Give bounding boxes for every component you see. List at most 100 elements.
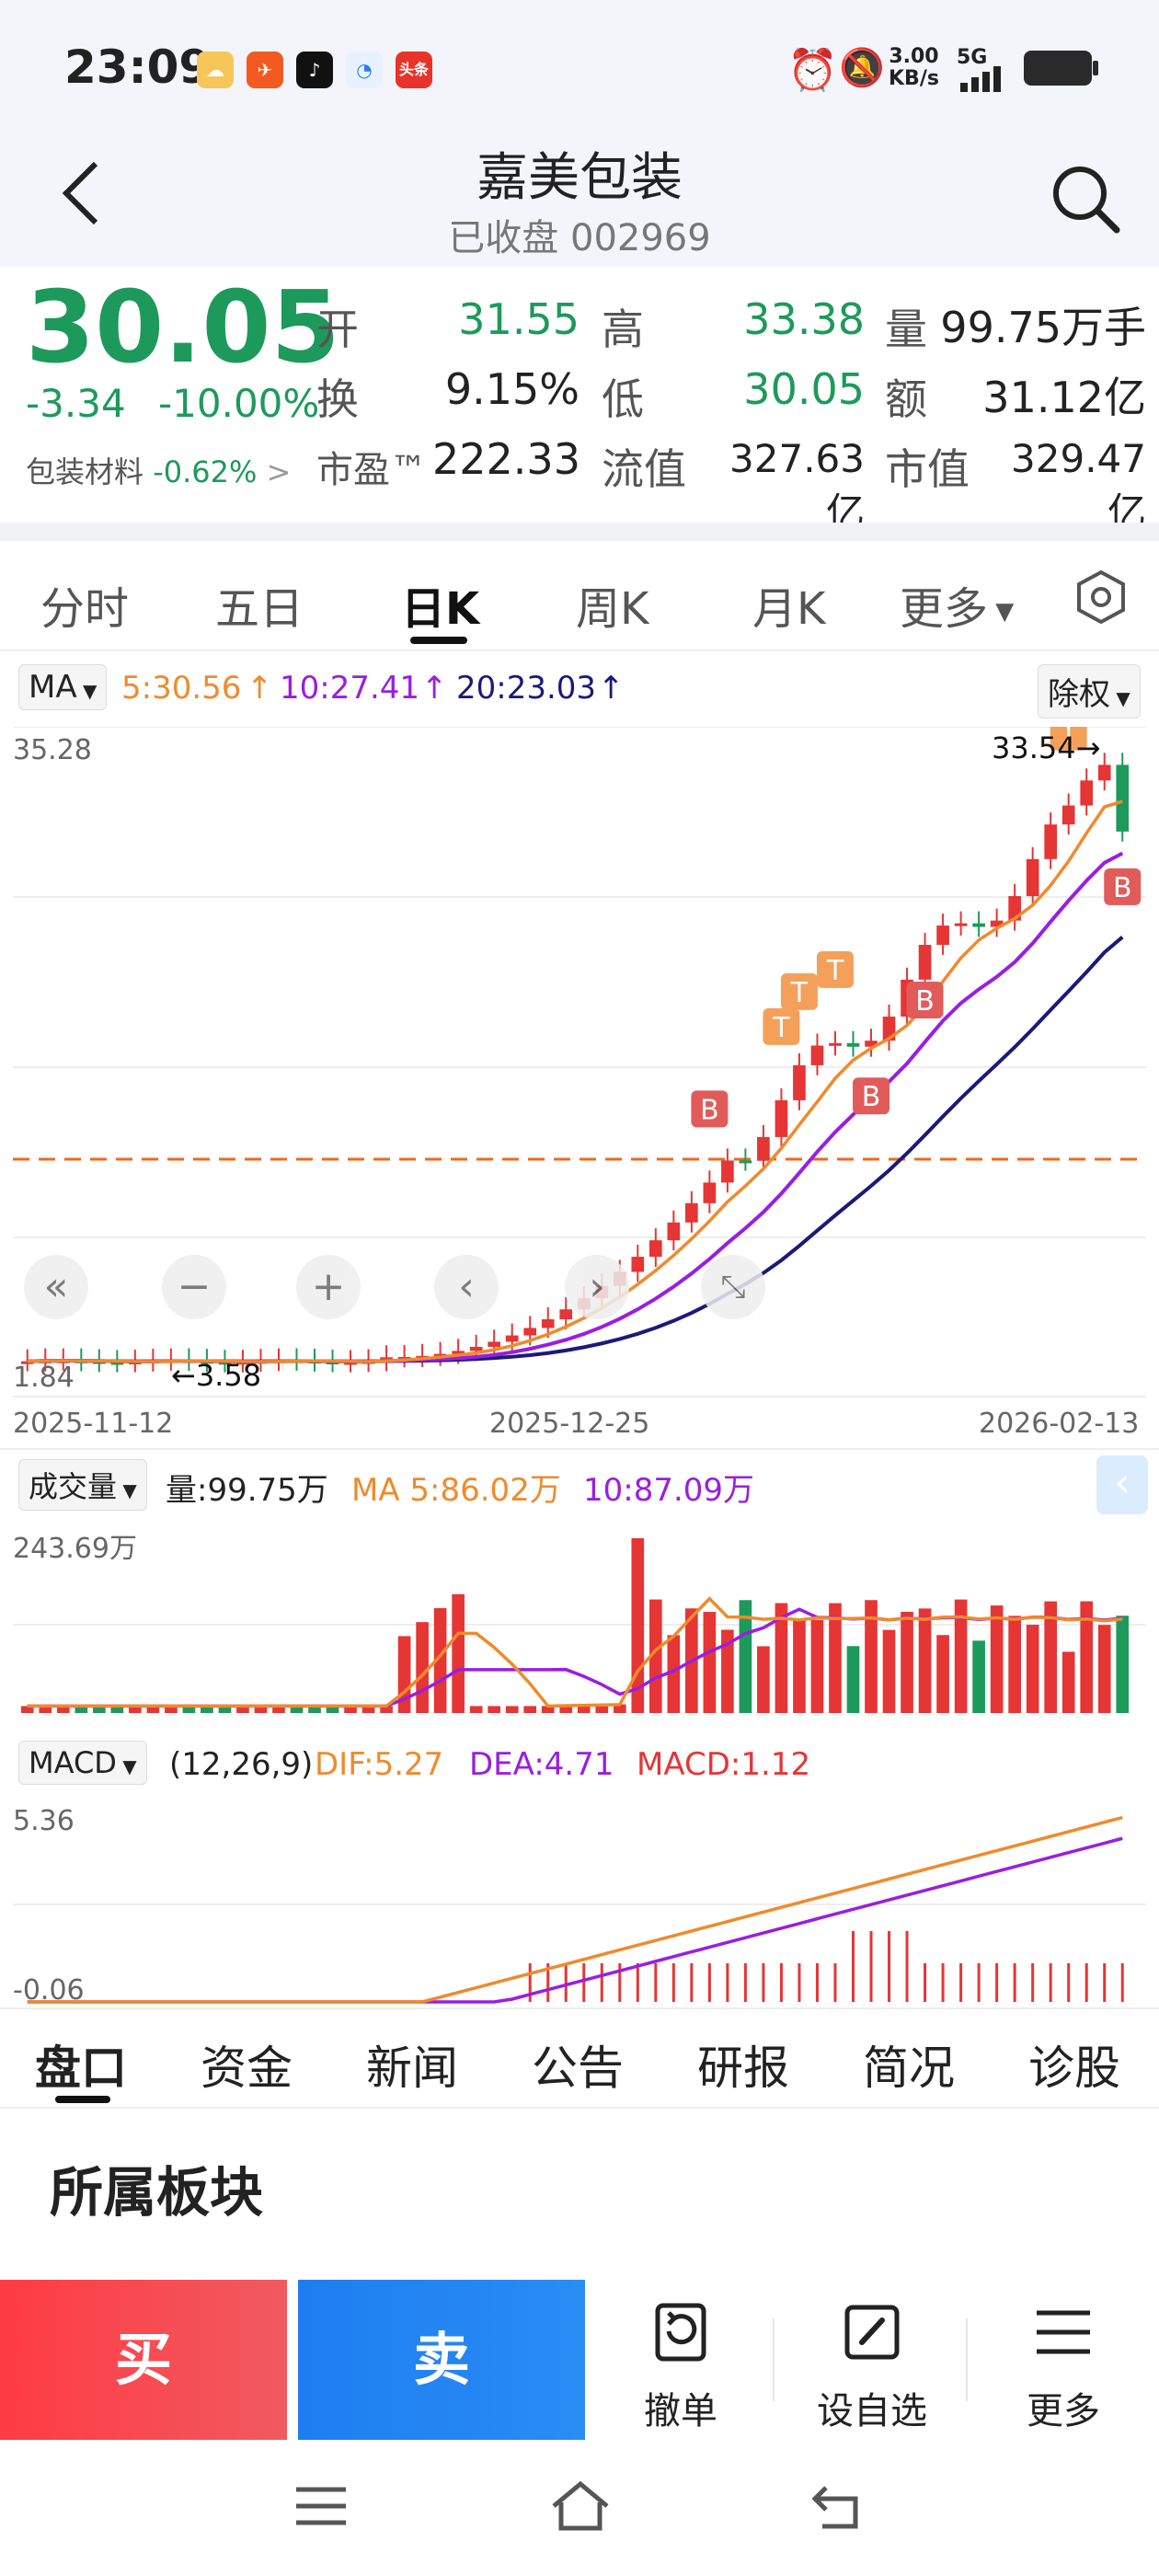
scroll-right-icon[interactable]: › [565,1255,629,1319]
macd-dif: DIF:5.27 [315,1746,444,1783]
volume-bar [721,1629,734,1713]
float-cap-label: 流值 [602,444,686,494]
volume-bar [846,1646,860,1713]
sector-link[interactable]: 包装材料 -0.62% > [26,449,291,491]
system-nav-bar [0,2447,1159,2576]
tab-weekly-k[interactable]: 周K [576,583,649,635]
candle [685,1202,698,1223]
volume-bar [577,1704,591,1713]
ma5-legend: 5:30.56 [121,670,242,707]
volume-bar [918,1608,932,1713]
candle [936,926,949,946]
macd-selector-label: MACD [29,1745,117,1780]
volume-bar [236,1706,249,1713]
volume-bar [775,1603,788,1713]
caret-down-icon: ▼ [76,680,98,702]
collapse-left-icon[interactable]: ‹ [1096,1455,1148,1514]
svg-text:T: T [790,977,809,1009]
candle [739,1160,752,1164]
market-cap-label: 市值 [885,444,970,494]
volume-bar [829,1603,842,1713]
tab-more[interactable]: 更多 ▼ [900,572,1014,637]
volume-ma5: MA 5:86.02万 [351,1472,561,1509]
macd-selector[interactable]: MACD ▼ [18,1741,147,1785]
volume-bar [1097,1625,1111,1713]
candle [218,1362,232,1365]
search-icon[interactable] [1049,162,1122,236]
candle [1080,780,1094,806]
tab-profile[interactable]: 简况 [863,2041,955,2095]
tab-news[interactable]: 新闻 [366,2041,458,2095]
candle [488,1341,501,1347]
volume-bar [541,1706,555,1713]
back-icon[interactable] [59,160,105,226]
volume-ma10: 10:87.09万 [583,1472,755,1509]
trade-signals: BTTTBBTTB [691,727,1142,1128]
menu-nav-icon[interactable] [293,2484,350,2530]
more-button[interactable]: 更多 [981,2300,1146,2434]
tab-research[interactable]: 研报 [697,2041,789,2095]
network-type: 5G [957,46,988,69]
tab-announcements[interactable]: 公告 [532,2041,624,2095]
sector-name: 包装材料 [26,454,144,489]
volume-bar [667,1635,681,1713]
kline-chart[interactable]: BTTTBBTTB [0,727,1159,1408]
volume-bar [129,1706,142,1713]
zoom-in-icon[interactable]: + [296,1255,361,1319]
chevron-right-icon: > [266,454,292,489]
tab-diagnosis[interactable]: 诊股 [1028,2041,1120,2095]
pe-value: 222.33 [432,434,580,484]
amount-label: 额 [885,374,927,424]
sell-button[interactable]: 卖 [298,2280,585,2440]
add-watchlist-button[interactable]: 设自选 [789,2300,955,2434]
more-label: 更多 [1027,2390,1100,2432]
macd-params: (12,26,9) [169,1746,314,1783]
volume-bar [75,1706,88,1713]
open-label: 开 [316,305,359,354]
back-nav-icon[interactable] [809,2480,868,2532]
turnover-value: 9.15% [444,364,580,414]
tab-monthly-k[interactable]: 月K [752,583,826,635]
settings-hexagon-icon[interactable] [1073,569,1130,626]
caret-down-icon: ▼ [117,1479,137,1501]
tab-orderbook[interactable]: 盘口 [35,2041,127,2095]
scroll-left-icon[interactable]: ‹ [434,1255,499,1319]
adjust-selector[interactable]: 除权 ▼ [1038,664,1141,719]
fullscreen-icon[interactable]: ⤡ [701,1255,765,1319]
date-end: 2026-02-13 [979,1408,1140,1440]
add-watchlist-label: 设自选 [817,2390,927,2432]
high-marker: 33.54→ [992,730,1100,765]
zoom-out-icon[interactable]: − [162,1255,226,1319]
volume-bar [380,1706,393,1713]
amount-value: 31.12亿 [982,373,1146,422]
cancel-order-button[interactable]: 撤单 [598,2300,763,2434]
ma-selector[interactable]: MA ▼ [18,664,108,710]
volume-bar [39,1706,52,1713]
candle [865,1041,878,1047]
volume-bar [1044,1601,1058,1713]
dea-line [27,1836,1123,2004]
volume-bar [954,1599,968,1713]
candle [810,1045,824,1065]
double-left-icon[interactable]: « [24,1255,88,1319]
volume-chart [13,1538,1146,1713]
buy-button[interactable]: 买 [0,2280,287,2440]
high-label: 高 [602,305,644,354]
tab-intraday[interactable]: 分时 [40,583,130,635]
volume-bar [290,1706,304,1713]
macd-y-top: 5.36 [13,1805,75,1837]
tab-daily-k[interactable]: 日K [401,583,480,635]
edit-icon [844,2305,900,2360]
volume-bar [757,1646,770,1713]
volume-bar [146,1706,160,1713]
volume-selector[interactable]: 成交量 ▼ [18,1459,147,1511]
tab-funds[interactable]: 资金 [201,2041,293,2095]
volume-ma5-line [27,1596,1123,1708]
tab-five-day[interactable]: 五日 [215,583,304,635]
svg-text:T: T [826,955,844,987]
svg-text:B: B [915,985,935,1018]
home-nav-icon[interactable] [548,2478,613,2534]
signal-badge: B [1104,868,1142,905]
volume-bar [201,1706,213,1713]
alarm-icon: ⏰ [787,47,838,94]
